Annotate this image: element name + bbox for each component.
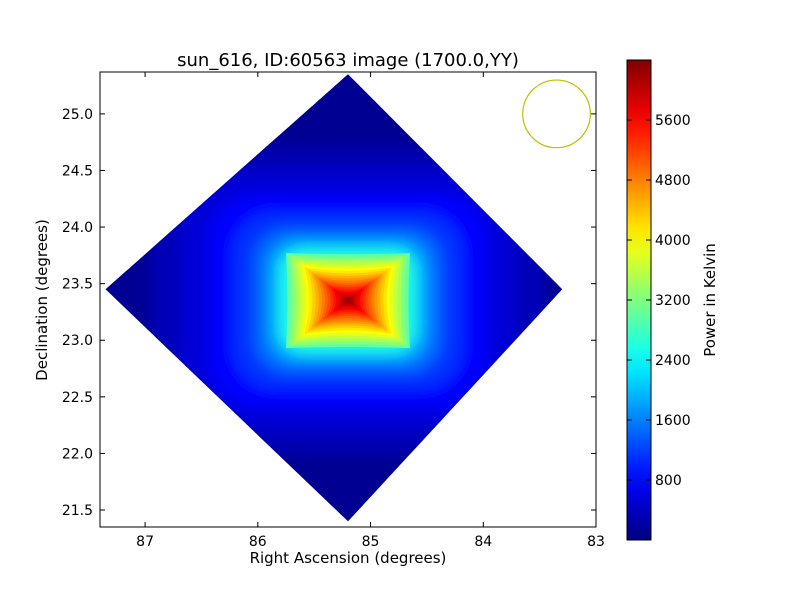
x-axis-label: Right Ascension (degrees) <box>250 549 447 567</box>
y-tick-label: 22.0 <box>62 446 93 462</box>
source-core <box>286 253 410 349</box>
colorbar-ticks: 800 1600 2400 3200 4000 4800 5600 <box>627 113 691 489</box>
colorbar-tick-label: 4000 <box>655 233 691 249</box>
plot-area <box>105 74 591 522</box>
x-tick-label: 85 <box>362 534 380 550</box>
core-level-19 <box>344 298 352 304</box>
x-axis: 87 86 85 84 83 <box>136 72 605 550</box>
heatmap-footprint <box>105 74 563 522</box>
y-tick-label: 24.5 <box>62 163 93 179</box>
y-tick-label: 23.5 <box>62 277 93 293</box>
y-tick-label: 25.0 <box>62 107 93 123</box>
beam-circle <box>522 79 591 149</box>
colorbar-tick-label: 4800 <box>655 173 691 189</box>
colorbar-tick-label: 800 <box>655 473 682 489</box>
y-tick-label: 22.5 <box>62 390 93 406</box>
colorbar-tick-label: 3200 <box>655 293 691 309</box>
colorbar-tick-label: 2400 <box>655 353 691 369</box>
y-tick-label: 24.0 <box>62 220 93 236</box>
x-tick-label: 87 <box>136 534 154 550</box>
y-tick-label: 21.5 <box>62 503 93 519</box>
x-tick-label: 86 <box>249 534 267 550</box>
y-axis: 21.5 22.0 22.5 23.0 23.5 24.0 24.5 25.0 <box>62 107 596 519</box>
y-axis-label: Declination (degrees) <box>33 219 51 381</box>
x-tick-label: 84 <box>474 534 492 550</box>
colorbar: 800 1600 2400 3200 4000 4800 5600 Power in Kel… <box>626 59 719 541</box>
plot-frame <box>99 71 597 528</box>
x-tick-label: 83 <box>587 534 605 550</box>
chart-title: sun_616, ID:60563 image (1700.0,YY) <box>177 50 519 71</box>
colorbar-label: Power in Kelvin <box>701 243 719 357</box>
colorbar-tick-label: 1600 <box>655 413 691 429</box>
y-tick-label: 23.0 <box>62 333 93 349</box>
colorbar-tick-label: 5600 <box>655 113 691 129</box>
